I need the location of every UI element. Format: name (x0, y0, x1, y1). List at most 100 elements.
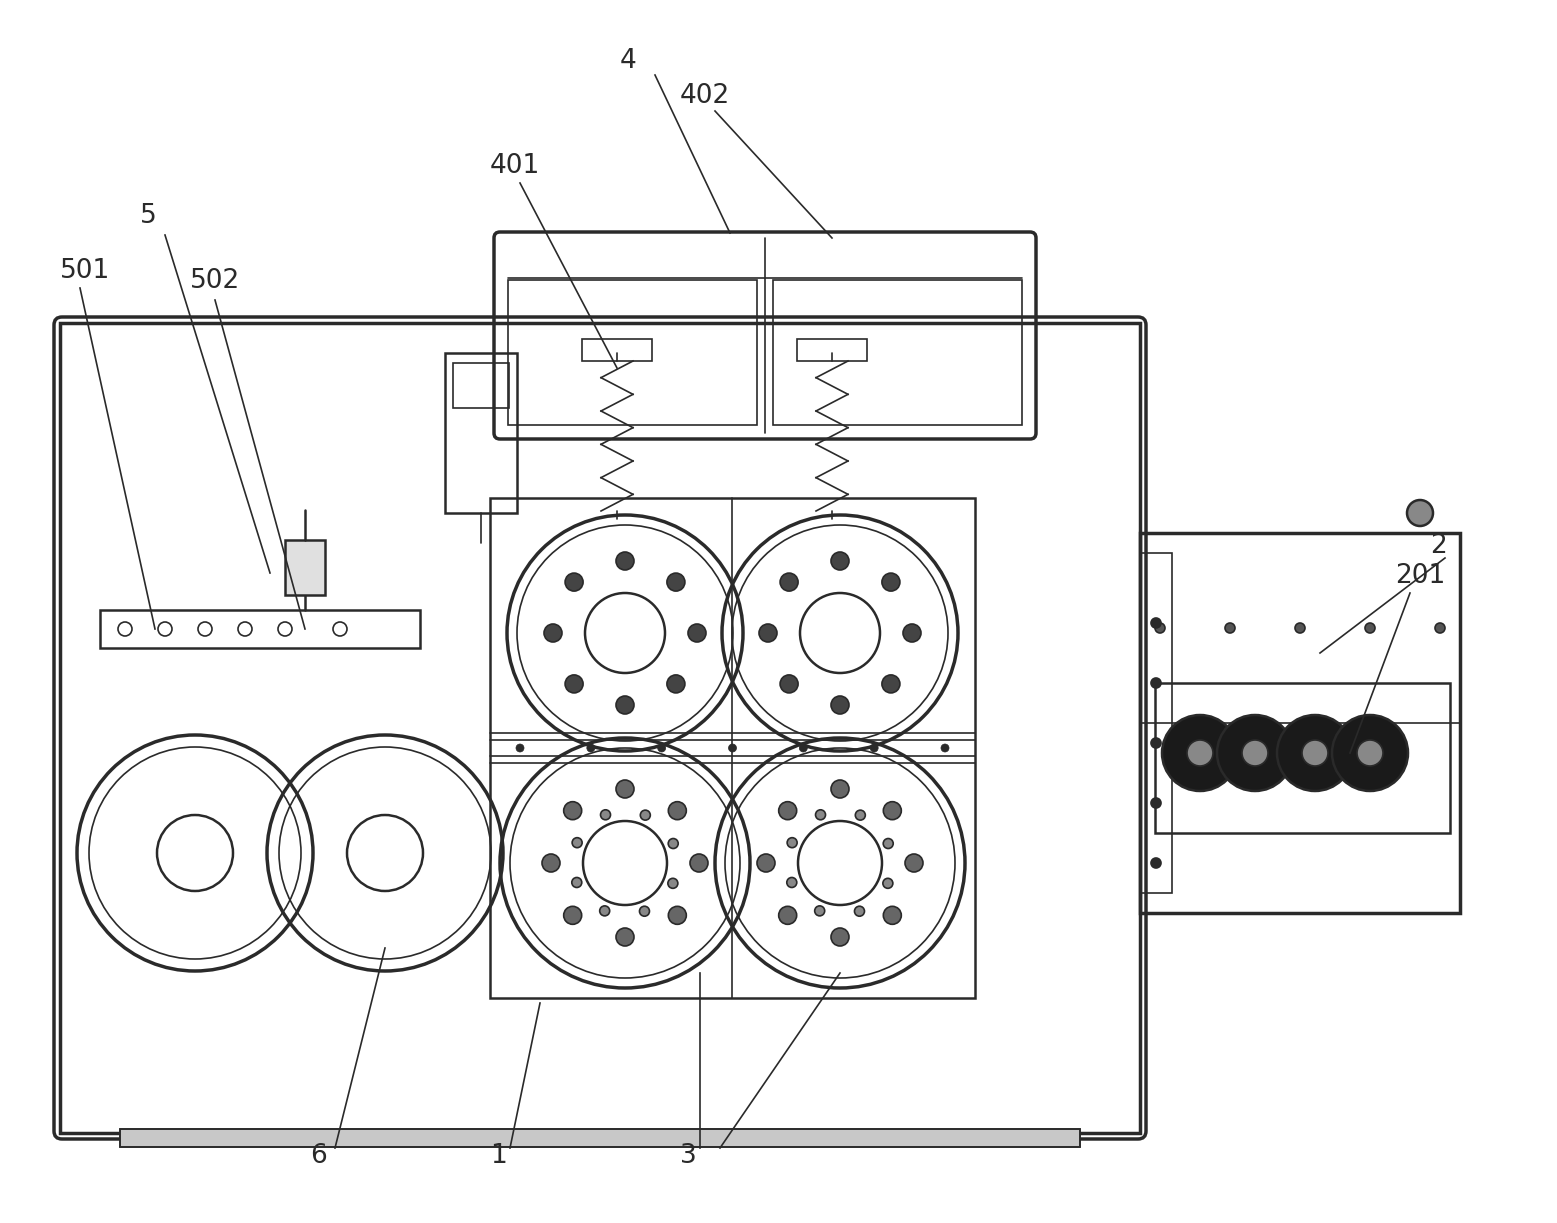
Circle shape (617, 696, 634, 714)
Text: 1: 1 (490, 1144, 506, 1169)
Circle shape (599, 906, 610, 916)
Circle shape (564, 906, 582, 925)
Text: 402: 402 (680, 83, 730, 109)
Circle shape (855, 810, 866, 821)
Circle shape (1225, 623, 1235, 634)
Text: 501: 501 (61, 258, 111, 284)
Bar (508, 280, 757, 426)
Circle shape (831, 780, 849, 797)
Circle shape (905, 854, 923, 872)
Circle shape (758, 624, 777, 642)
Circle shape (831, 696, 849, 714)
Circle shape (778, 801, 797, 819)
Circle shape (601, 810, 610, 819)
Circle shape (1162, 715, 1238, 791)
Circle shape (1365, 623, 1375, 634)
Circle shape (1358, 740, 1383, 766)
Circle shape (617, 780, 634, 797)
Circle shape (883, 839, 894, 849)
Bar (1140, 553, 1172, 893)
Bar (453, 363, 509, 408)
Circle shape (883, 878, 892, 888)
Circle shape (1155, 623, 1165, 634)
Circle shape (881, 675, 900, 693)
Text: 6: 6 (310, 1144, 327, 1169)
Circle shape (780, 574, 799, 591)
Circle shape (870, 744, 878, 752)
Text: 5: 5 (140, 203, 157, 229)
Bar (1155, 682, 1450, 833)
Circle shape (940, 744, 950, 752)
Circle shape (1151, 678, 1162, 689)
Circle shape (640, 810, 651, 821)
Text: 3: 3 (680, 1144, 696, 1169)
Circle shape (1151, 797, 1162, 808)
Text: 401: 401 (490, 153, 540, 179)
Circle shape (688, 624, 705, 642)
Circle shape (1436, 623, 1445, 634)
Circle shape (543, 624, 562, 642)
Bar (120, 1129, 1081, 1147)
Circle shape (587, 744, 595, 752)
Bar (490, 498, 975, 998)
Bar (445, 353, 517, 512)
Circle shape (788, 838, 797, 848)
Circle shape (1151, 737, 1162, 748)
Circle shape (571, 838, 582, 848)
Bar (61, 323, 1140, 1132)
Circle shape (1277, 715, 1353, 791)
Bar (1140, 533, 1460, 914)
Bar (100, 610, 420, 648)
Bar (582, 339, 652, 361)
Circle shape (786, 877, 797, 888)
Bar (285, 541, 325, 596)
Circle shape (542, 854, 561, 872)
Circle shape (617, 928, 634, 947)
Circle shape (881, 574, 900, 591)
Circle shape (1186, 740, 1213, 766)
Circle shape (1242, 740, 1267, 766)
Circle shape (1408, 500, 1432, 526)
Circle shape (1218, 715, 1292, 791)
Circle shape (903, 624, 922, 642)
Circle shape (780, 675, 799, 693)
Circle shape (565, 574, 582, 591)
Bar (772, 280, 1021, 426)
Circle shape (883, 906, 902, 925)
Circle shape (515, 744, 525, 752)
Circle shape (668, 878, 677, 888)
Circle shape (757, 854, 775, 872)
Circle shape (1295, 623, 1305, 634)
Circle shape (657, 744, 666, 752)
Circle shape (1151, 618, 1162, 627)
Text: 502: 502 (190, 268, 240, 294)
Circle shape (565, 675, 582, 693)
Circle shape (668, 906, 687, 925)
Text: 2: 2 (1429, 533, 1446, 559)
Circle shape (571, 877, 582, 888)
Circle shape (1331, 715, 1408, 791)
Circle shape (816, 810, 825, 819)
Circle shape (666, 675, 685, 693)
Circle shape (1151, 859, 1162, 868)
Bar (120, 1129, 1081, 1147)
Circle shape (666, 574, 685, 591)
Text: 201: 201 (1395, 563, 1445, 589)
Circle shape (617, 552, 634, 570)
Circle shape (883, 801, 902, 819)
Circle shape (814, 906, 825, 916)
Circle shape (640, 906, 649, 916)
Circle shape (799, 744, 808, 752)
Text: 4: 4 (620, 48, 637, 75)
Circle shape (668, 801, 687, 819)
Circle shape (831, 928, 849, 947)
Circle shape (668, 839, 679, 849)
Circle shape (729, 744, 736, 752)
Circle shape (690, 854, 708, 872)
Circle shape (1302, 740, 1328, 766)
Circle shape (778, 906, 797, 925)
Bar (797, 339, 867, 361)
Circle shape (831, 552, 849, 570)
Circle shape (564, 801, 582, 819)
Circle shape (855, 906, 864, 916)
